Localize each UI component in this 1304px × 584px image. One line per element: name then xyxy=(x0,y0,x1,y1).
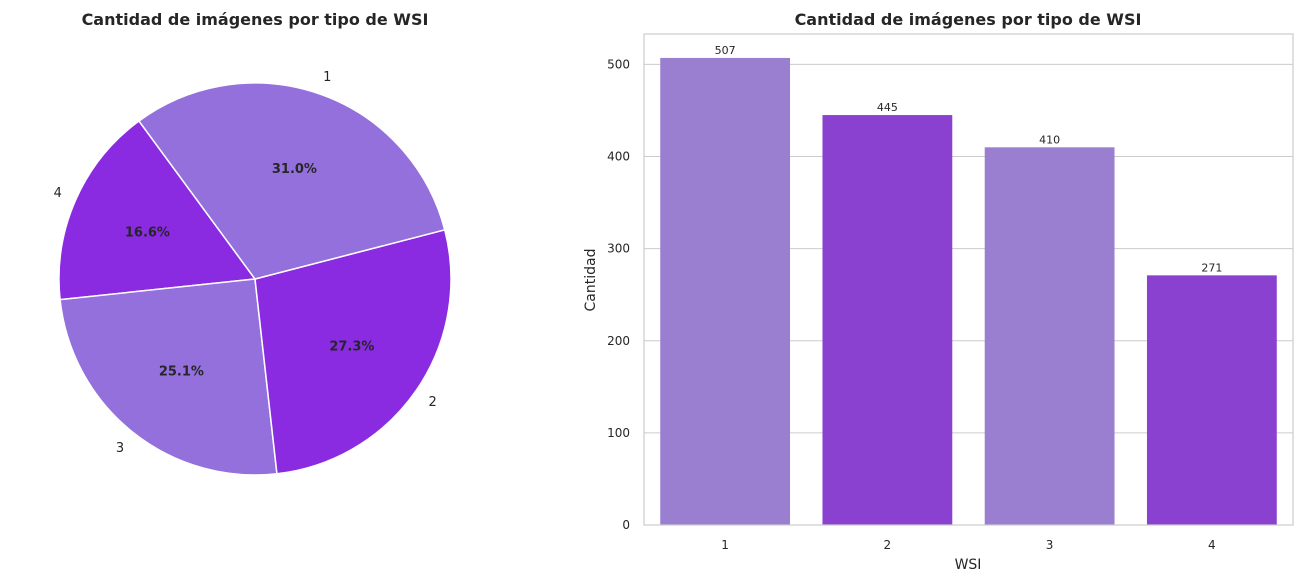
x-axis-label: WSI xyxy=(955,557,982,573)
y-tick-label: 100 xyxy=(607,426,630,440)
y-tick-label: 0 xyxy=(622,518,630,532)
y-tick-label: 200 xyxy=(607,334,630,348)
pie-percent-label: 16.6% xyxy=(125,225,170,240)
pie-category-label: 1 xyxy=(323,70,331,85)
pie-slices xyxy=(58,82,452,476)
bar-bars xyxy=(660,57,1277,526)
x-tick-label: 1 xyxy=(721,538,729,552)
pie-slice-3 xyxy=(59,278,278,476)
bar-value-labels: 507 445 410 271 xyxy=(715,44,1223,274)
bar-value-label: 507 xyxy=(715,44,736,57)
bar-1 xyxy=(660,57,791,525)
x-tick-label: 2 xyxy=(884,538,892,552)
pie-percent-label: 25.1% xyxy=(159,365,204,380)
x-tick-label: 3 xyxy=(1046,538,1054,552)
pie-category-label: 4 xyxy=(54,186,62,201)
pie-chart-title: Cantidad de imágenes por tipo de WSI xyxy=(82,10,429,29)
bar-value-label: 271 xyxy=(1201,261,1222,274)
pie-percent-label: 31.0% xyxy=(272,162,317,177)
bar-chart-title: Cantidad de imágenes por tipo de WSI xyxy=(795,10,1142,29)
pie-category-label: 2 xyxy=(428,395,436,410)
x-tick-labels: 1 2 3 4 xyxy=(721,538,1215,552)
bar-value-label: 445 xyxy=(877,101,898,114)
pie-category-label: 3 xyxy=(116,441,124,456)
pie-slice-1 xyxy=(137,82,446,280)
plot-frame xyxy=(643,33,1294,526)
y-tick-labels: 0 100 200 300 400 500 xyxy=(607,57,630,532)
pie-percent-label: 27.3% xyxy=(329,340,374,355)
pie-slice-2 xyxy=(254,228,452,475)
bar-4 xyxy=(1146,275,1277,525)
y-tick-label: 400 xyxy=(607,150,630,164)
y-axis-label: Cantidad xyxy=(583,249,599,312)
bar-chart-panel: Cantidad de imágenes por tipo de WSI 010… xyxy=(583,10,1294,573)
bar-2 xyxy=(822,115,953,525)
x-tick-label: 4 xyxy=(1208,538,1216,552)
bar-3 xyxy=(984,147,1115,526)
bar-value-label: 410 xyxy=(1039,133,1060,146)
pie-slice-4 xyxy=(58,119,257,301)
y-tick-label: 300 xyxy=(607,242,630,256)
pie-labels: 16.6% 4 25.1% 3 27.3% 2 31.0% 1 xyxy=(54,70,437,456)
pie-chart-panel: Cantidad de imágenes por tipo de WSI 16.… xyxy=(54,10,452,476)
y-tick-label: 500 xyxy=(607,57,630,71)
